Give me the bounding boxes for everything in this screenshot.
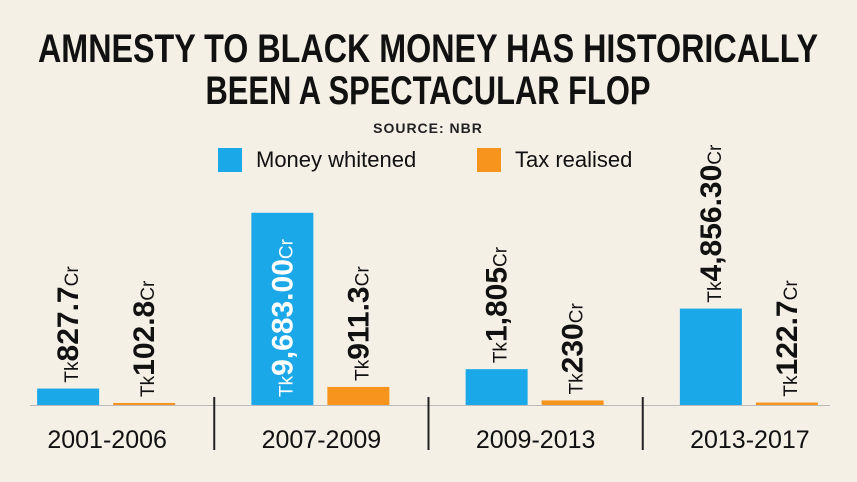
x-tick-label: 2013-2017 [690, 426, 810, 454]
chart-title: AMNESTY TO BLACK MONEY HAS HISTORICALLY [38, 27, 818, 71]
value-label: Tk1,805Cr [481, 246, 514, 363]
legend-label: Tax realised [515, 147, 632, 172]
value-label: Tk4,856.30Cr [695, 144, 728, 303]
x-tick-label: 2009-2013 [476, 426, 596, 454]
bar [327, 386, 390, 405]
chart-title: BEEN A SPECTACULAR FLOP [206, 69, 651, 113]
legend-swatch [477, 148, 501, 172]
value-label: Tk102.8Cr [128, 280, 161, 397]
bar [679, 308, 742, 405]
bar [755, 402, 818, 405]
value-label: Tk9,683.00Cr [266, 238, 299, 397]
source: SOURCE: NBR [373, 120, 483, 136]
value-label: Tk230Cr [557, 303, 590, 395]
value-label: Tk122.7Cr [771, 280, 804, 397]
value-label: Tk911.3Cr [342, 266, 375, 381]
bar [541, 400, 604, 405]
x-tick-label: 2001-2006 [47, 426, 167, 454]
x-tick-label: 2007-2009 [262, 426, 382, 454]
bar [251, 212, 314, 405]
legend-label: Money whitened [256, 147, 416, 172]
bar [465, 369, 528, 405]
legend-swatch [218, 148, 242, 172]
bar [37, 388, 100, 405]
value-label: Tk827.7Cr [52, 266, 85, 383]
bar [113, 402, 176, 405]
